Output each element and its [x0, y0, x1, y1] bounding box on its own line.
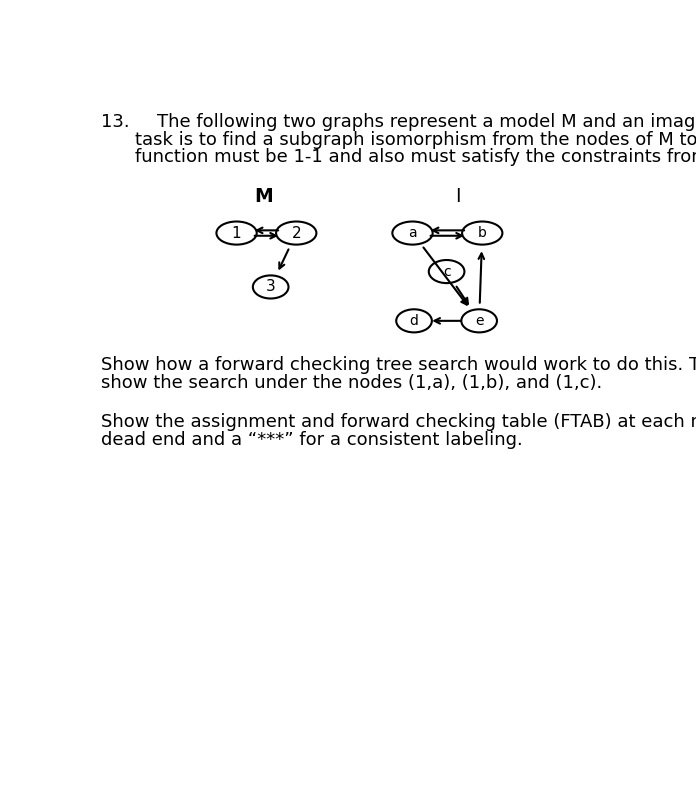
Text: 1: 1	[232, 226, 242, 241]
Text: dead end and a “***” for a consistent labeling.: dead end and a “***” for a consistent la…	[101, 431, 523, 449]
Text: d: d	[410, 314, 418, 328]
Text: Show the assignment and forward checking table (FTAB) at each node.  Put an “X” : Show the assignment and forward checking…	[101, 414, 696, 431]
Text: a: a	[408, 226, 417, 240]
Text: function must be 1-1 and also must satisfy the constraints from the model graph.: function must be 1-1 and also must satis…	[135, 148, 696, 166]
Text: 3: 3	[266, 279, 276, 294]
Text: 13.: 13.	[101, 113, 129, 131]
Text: I: I	[454, 187, 460, 206]
Text: The following two graphs represent a model M and an image. The computer’s: The following two graphs represent a mod…	[157, 113, 696, 131]
Text: M: M	[254, 187, 273, 206]
Text: c: c	[443, 265, 450, 278]
Text: task is to find a subgraph isomorphism from the nodes of M to the nodes of I. Th: task is to find a subgraph isomorphism f…	[135, 130, 696, 149]
Text: Show how a forward checking tree search would work to do this. To save time, onl: Show how a forward checking tree search …	[101, 356, 696, 374]
Text: b: b	[478, 226, 487, 240]
Text: show the search under the nodes (1,a), (1,b), and (1,c).: show the search under the nodes (1,a), (…	[101, 374, 602, 392]
Text: 2: 2	[292, 226, 301, 241]
Text: e: e	[475, 314, 484, 328]
